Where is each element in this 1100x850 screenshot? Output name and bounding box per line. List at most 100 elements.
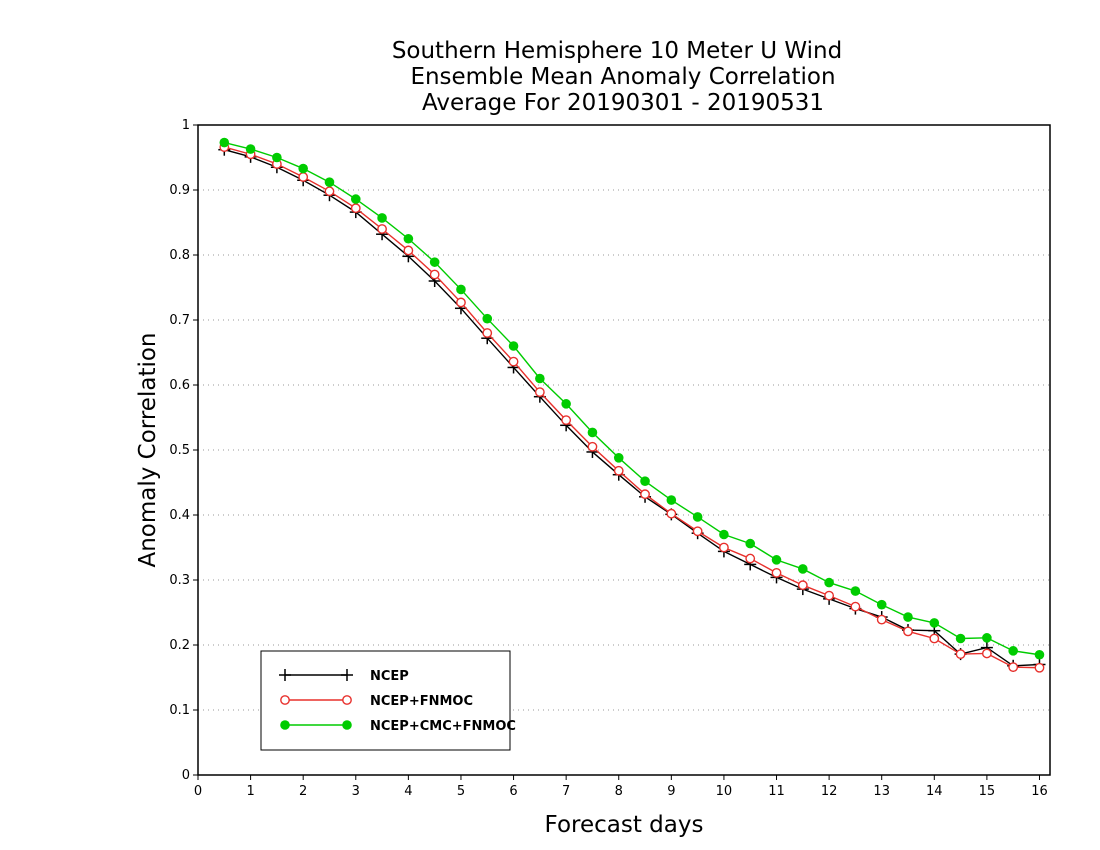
- data-point: [929, 618, 940, 628]
- data-point: [824, 590, 835, 601]
- data-point: [377, 224, 387, 234]
- data-point: [587, 427, 598, 438]
- data-point: [350, 194, 361, 204]
- chart-title: Southern Hemisphere 10 Meter U Wind Ense…: [392, 38, 842, 116]
- x-tick-label: 3: [352, 784, 360, 799]
- data-point: [613, 465, 624, 476]
- legend-swatch-marker: [279, 669, 291, 681]
- data-point: [587, 441, 598, 452]
- data-point: [534, 387, 545, 398]
- data-point: [298, 163, 308, 174]
- grid-lines: [198, 189, 1050, 711]
- data-point: [324, 186, 335, 197]
- legend-swatch-marker: [342, 695, 352, 705]
- legend-label: NCEP+FNMOC: [370, 694, 473, 709]
- series-line: [224, 146, 1040, 669]
- data-point: [692, 526, 703, 537]
- data-point: [482, 328, 493, 338]
- data-point: [350, 203, 361, 214]
- data-point: [1034, 662, 1045, 673]
- data-point: [982, 633, 992, 643]
- x-tick-label: 14: [926, 784, 943, 799]
- data-point: [850, 586, 861, 596]
- x-tick-label: 11: [768, 784, 785, 799]
- data-point: [245, 144, 256, 154]
- data-point: [745, 553, 756, 564]
- data-point: [876, 599, 887, 610]
- x-axis-title: Forecast days: [545, 812, 704, 838]
- data-point: [798, 564, 808, 574]
- data-point: [981, 648, 992, 659]
- x-tick-label: 15: [979, 784, 996, 799]
- data-point: [508, 341, 519, 351]
- data-point: [745, 538, 756, 549]
- chart-title-line-3: Average For 20190301 - 20190531: [422, 90, 824, 116]
- series-ncep: [218, 143, 1046, 672]
- data-point: [1008, 662, 1019, 672]
- legend-swatch-marker: [280, 720, 290, 730]
- data-point: [456, 284, 466, 295]
- x-tick-label: 10: [716, 784, 733, 799]
- y-tick-label: 0.4: [169, 508, 190, 523]
- data-point: [324, 177, 335, 187]
- legend-swatch-marker: [341, 669, 353, 681]
- legend-label: NCEP: [370, 669, 409, 684]
- data-point: [666, 508, 677, 519]
- data-point: [561, 399, 571, 409]
- x-tick-label: 9: [667, 784, 675, 799]
- data-point: [508, 356, 519, 367]
- series-ncep-fnmoc: [219, 142, 1045, 673]
- data-point: [929, 633, 940, 644]
- data-point: [719, 542, 729, 553]
- data-point: [1008, 646, 1018, 656]
- data-point: [429, 269, 440, 280]
- series-line: [224, 149, 1040, 667]
- data-point: [955, 633, 966, 644]
- x-tick-label: 8: [615, 784, 623, 799]
- x-tick-label: 5: [457, 784, 465, 799]
- series-line: [224, 141, 1040, 656]
- y-tick-label: 0.2: [169, 638, 190, 653]
- legend-swatch-marker: [342, 720, 352, 730]
- y-tick-label: 0.6: [169, 378, 190, 393]
- legend-swatch-marker: [280, 695, 290, 705]
- y-tick-label: 1: [182, 118, 190, 133]
- data-point: [456, 297, 466, 308]
- y-tick-label: 0.5: [169, 443, 190, 458]
- axis-ticks: [193, 124, 1040, 780]
- y-tick-label: 0.3: [169, 573, 190, 588]
- legend: NCEP NCEP+FNMOC NCEP+CMC+FNMOC: [260, 650, 516, 751]
- data-point: [903, 612, 913, 622]
- y-tick-label: 0: [182, 768, 190, 783]
- x-tick-label: 6: [509, 784, 517, 799]
- data-point: [903, 626, 913, 637]
- x-tick-label: 7: [562, 784, 570, 799]
- data-point: [824, 577, 834, 588]
- data-point: [955, 649, 966, 659]
- data-point: [771, 567, 782, 578]
- y-tick-label: 0.9: [169, 183, 190, 198]
- data-point: [771, 555, 782, 565]
- series-ncep-cmc-fnmoc: [219, 137, 1045, 660]
- x-tick-label: 12: [821, 784, 838, 799]
- data-point: [666, 495, 677, 505]
- data-point: [429, 257, 440, 267]
- data-point: [403, 233, 414, 244]
- x-tick-label: 4: [404, 784, 412, 799]
- data-point: [298, 172, 309, 182]
- data-point: [692, 512, 703, 522]
- data-point: [482, 313, 493, 324]
- data-point: [1034, 649, 1045, 660]
- data-point: [613, 453, 624, 463]
- series-lines: [218, 137, 1046, 673]
- x-tick-label: 1: [246, 784, 254, 799]
- legend-label: NCEP+CMC+FNMOC: [370, 719, 516, 734]
- data-point: [850, 601, 861, 612]
- data-point: [561, 415, 572, 425]
- x-tick-label: 13: [873, 784, 890, 799]
- data-point: [377, 213, 387, 223]
- data-point: [272, 152, 282, 163]
- data-point: [640, 489, 650, 500]
- data-point: [535, 373, 545, 384]
